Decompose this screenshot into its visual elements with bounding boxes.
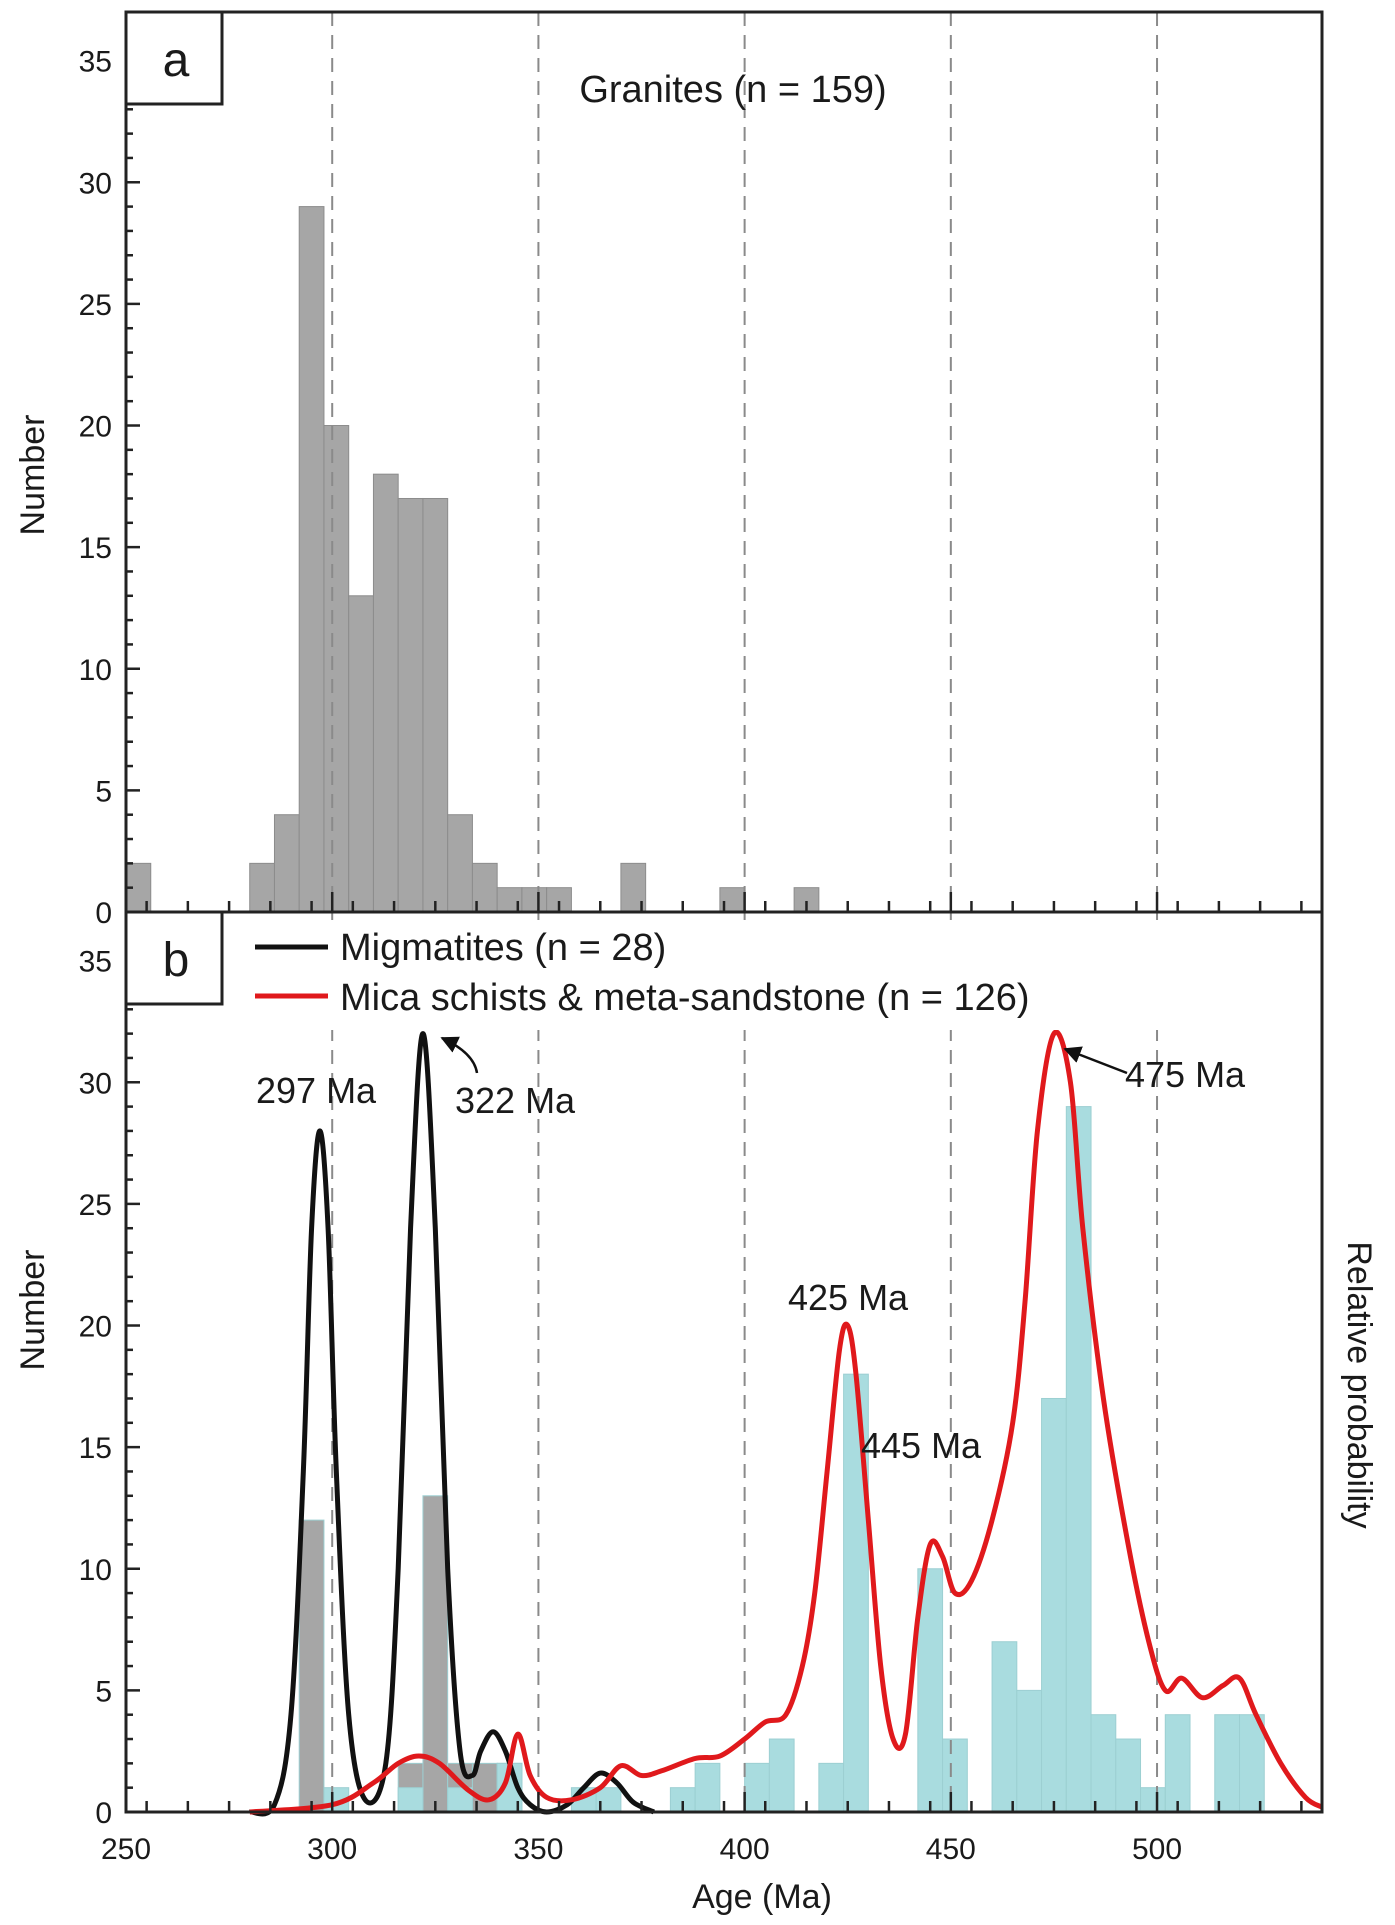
y-tick-label-25: 25 (79, 1189, 112, 1222)
panel-b-right-axis-title: Relative probability (1340, 1241, 1378, 1528)
y-tick-label-35: 35 (79, 946, 112, 979)
granites-bar-325 (422, 497, 449, 913)
panel-b-x-tick-labels: 250 300 350 400 450 500 (101, 1833, 1182, 1866)
panel-a-ticks (124, 59, 1303, 914)
y-tick-label-0: 0 (95, 897, 112, 930)
annotation-475-arrow (1063, 1046, 1128, 1075)
panel-a-y-tick-labels: 0 5 10 15 20 25 30 35 (79, 46, 112, 930)
mica-schists-bar-451 (942, 1738, 968, 1813)
x-tick-label-500: 500 (1132, 1833, 1182, 1866)
x-tick-label-350: 350 (513, 1833, 563, 1866)
panel-b: 0 5 10 15 20 25 30 35 250 300 350 400 450 500 b Migm… (14, 910, 1378, 1916)
panel-a-letter-box: a (124, 10, 224, 106)
mica-schists-bar-463 (991, 1641, 1018, 1813)
mica-schists-bar-481 (1065, 1106, 1092, 1813)
granites-bar-349 (521, 887, 548, 913)
x-tick-label-250: 250 (101, 1833, 151, 1866)
panel-b-letter-box: b (124, 910, 224, 1006)
legend-label-migmatites: Migmatites (n = 28) (340, 927, 666, 969)
mica-schists-bar-319 (397, 1787, 424, 1813)
panel-b-frame (124, 910, 1324, 1814)
legend-label-mica-schists: Mica schists & meta-sandstone (n = 126) (340, 977, 1030, 1019)
mica-schists-bar-475 (1041, 1397, 1067, 1813)
annotation-475: 475 Ma (1125, 1054, 1246, 1095)
granites-bar-313 (372, 473, 399, 913)
panel-b-y-tick-labels: 0 5 10 15 20 25 30 35 (79, 946, 112, 1830)
annotation-425: 425 Ma (788, 1277, 909, 1318)
panel-a-letter-frame (124, 10, 224, 106)
mica-schists-bar-499 (1140, 1787, 1166, 1813)
annotation-322: 322 Ma (455, 1080, 576, 1121)
y-tick-label-10: 10 (79, 654, 112, 687)
granites-bar-295 (298, 206, 325, 913)
mica-schists-bar-493 (1115, 1738, 1142, 1813)
panel-b-legend: Migmatites (n = 28) Mica schists & meta-… (236, 920, 1236, 1030)
mica-schists-bar-391 (694, 1762, 721, 1813)
mica-schists-bar-421 (818, 1762, 845, 1813)
mica-schists-bar-505 (1164, 1714, 1191, 1813)
panel-b-y-axis-title: Number (14, 1250, 52, 1371)
annotation-322-arrow (440, 1036, 479, 1074)
mica-schists-bar-409 (768, 1738, 795, 1813)
annotation-445: 445 Ma (861, 1425, 982, 1466)
y-tick-label-0: 0 (95, 1797, 112, 1830)
granites-bar-331 (447, 814, 473, 913)
x-axis-title: Age (Ma) (692, 1878, 832, 1916)
panel-a-gridlines (331, 12, 1159, 912)
annotation-297: 297 Ma (256, 1070, 377, 1111)
mica-schists-probability-curve (249, 1029, 1324, 1815)
panel-b-probability-curves (249, 1029, 1324, 1817)
granites-bar-301 (323, 425, 350, 913)
y-tick-label-10: 10 (79, 1554, 112, 1587)
y-tick-label-5: 5 (95, 775, 112, 808)
y-tick-label-5: 5 (95, 1675, 112, 1708)
panel-a-letter: a (163, 34, 190, 87)
mica-schists-bar-469 (1016, 1689, 1043, 1813)
x-tick-label-300: 300 (307, 1833, 357, 1866)
granites-bar-319 (397, 497, 424, 913)
y-tick-label-25: 25 (79, 289, 112, 322)
migmatites-bar-295 (298, 1519, 325, 1813)
y-tick-label-15: 15 (79, 532, 112, 565)
panel-a-y-axis-title: Number (14, 415, 52, 536)
y-tick-label-30: 30 (79, 1067, 112, 1100)
granites-bar-307 (348, 595, 374, 913)
panel-b-letter-frame (124, 910, 224, 1006)
x-tick-label-400: 400 (720, 1833, 770, 1866)
panel-a-histogram (125, 206, 820, 913)
y-tick-label-20: 20 (79, 1311, 112, 1344)
legend-background (236, 920, 1236, 1030)
mica-schists-bar-487 (1090, 1714, 1117, 1813)
y-tick-label-20: 20 (79, 411, 112, 444)
y-tick-label-30: 30 (79, 167, 112, 200)
peak-annotations: 297 Ma 322 Ma 425 Ma 445 Ma 475 Ma (256, 1036, 1246, 1466)
mica-schists-bar-517 (1214, 1714, 1241, 1813)
y-tick-label-35: 35 (79, 46, 112, 79)
panel-a-title: Granites (n = 159) (579, 69, 886, 111)
x-tick-label-450: 450 (926, 1833, 976, 1866)
mica-schists-bar-523 (1239, 1714, 1265, 1813)
panel-b-letter: b (163, 934, 190, 987)
mica-schists-bar-445 (917, 1568, 944, 1813)
granites-bar-289 (273, 814, 300, 913)
panel-a: 0 5 10 15 20 25 30 35 a Granites (n = 159) Numb… (14, 10, 1324, 930)
y-tick-label-15: 15 (79, 1432, 112, 1465)
